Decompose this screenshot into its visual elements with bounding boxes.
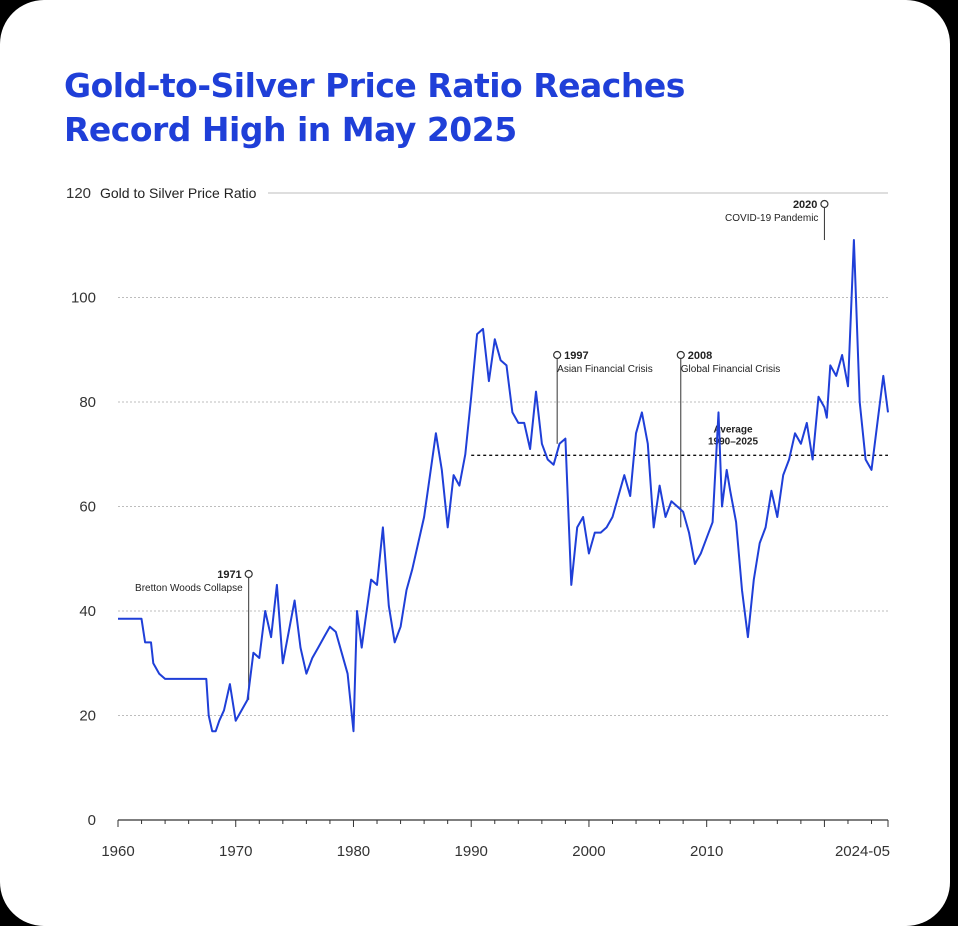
y-tick-label: 40 — [79, 603, 96, 620]
annotation-text: COVID-19 Pandemic — [725, 213, 818, 224]
title-line-2: Record High in May 2025 — [64, 110, 517, 149]
x-tick-label: 1980 — [337, 843, 370, 860]
title-line-1: Gold-to-Silver Price Ratio Reaches — [64, 66, 685, 105]
annotation-text: Bretton Woods Collapse — [135, 583, 243, 594]
x-tick-label: 2000 — [572, 843, 605, 860]
series-group — [118, 239, 889, 733]
annotation-marker — [553, 350, 562, 360]
y-tick-label: 80 — [79, 394, 96, 411]
x-tick-label: 1990 — [455, 843, 488, 860]
y-tick-label: 0 — [88, 812, 96, 829]
x-tick-label: 1970 — [219, 843, 252, 860]
x-tick-label: 2010 — [690, 843, 723, 860]
y-tick-label: 60 — [79, 499, 96, 516]
x-axis: 0 20 40 60 80 100 120 1960 1970 1980 1990 2000 2010 2… — [66, 185, 890, 860]
annotation-year: 2020 — [793, 199, 817, 211]
annotation-text: Global Financial Crisis — [681, 364, 780, 375]
grid — [118, 192, 888, 716]
annotations: 1971 Bretton Woods Collapse 1997 Asian Fina… — [135, 199, 829, 700]
average-label: Average — [713, 424, 753, 435]
annotation-marker — [676, 350, 685, 360]
annotation-year: 1971 — [217, 569, 241, 581]
x-tick-label: 2024-05 — [835, 843, 890, 860]
y-axis-label: Gold to Silver Price Ratio — [100, 185, 257, 201]
annotation-text: Asian Financial Crisis — [557, 364, 653, 375]
average-range-label: 1990–2025 — [708, 436, 758, 447]
series-line — [118, 239, 889, 733]
x-tick-label: 1960 — [101, 843, 134, 860]
annotation-marker — [244, 569, 253, 579]
annotation-year: 1997 — [564, 350, 588, 362]
annotation-year: 2008 — [688, 350, 712, 362]
y-tick-label: 20 — [79, 708, 96, 725]
y-tick-label: 100 — [71, 290, 96, 307]
y-tick-label: 120 — [66, 185, 91, 202]
annotation-marker — [820, 199, 829, 209]
chart-title: Gold-to-Silver Price Ratio Reaches Recor… — [64, 64, 884, 152]
